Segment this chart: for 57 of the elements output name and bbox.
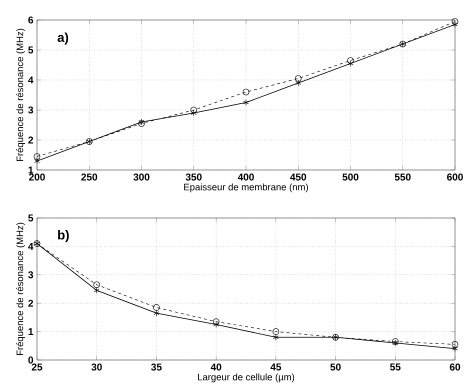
- point: [190, 110, 197, 116]
- point: [243, 99, 249, 106]
- x-tick-label: 600: [447, 174, 463, 181]
- x-tick-label: 60: [450, 364, 460, 371]
- y-tick-label: 1: [28, 328, 34, 336]
- x-tick-label: 45: [270, 364, 282, 370]
- point: [93, 281, 100, 288]
- y-tick-label: 2: [28, 300, 34, 307]
- point: [272, 328, 280, 335]
- point: [190, 106, 198, 114]
- y-tick-label: 0: [28, 356, 34, 364]
- y-tick-label: 3: [28, 106, 34, 114]
- y-tick-label: 2: [28, 136, 34, 144]
- y-tick-label: 1: [28, 166, 34, 174]
- annotation: b): [58, 230, 69, 242]
- x-tick-label: 550: [394, 174, 411, 181]
- point: [452, 21, 458, 28]
- point: [452, 18, 458, 25]
- y-tick-label: 5: [28, 214, 34, 222]
- point: [294, 75, 302, 82]
- y-tick-label: 4: [28, 76, 34, 84]
- x-tick-label: 300: [133, 174, 150, 181]
- x-tick-label: 40: [210, 364, 222, 371]
- point: [212, 318, 220, 325]
- x-tick-label: 500: [342, 174, 358, 181]
- y-tick-label: 4: [28, 242, 34, 250]
- x-tick-label: 200: [29, 174, 45, 181]
- point: [94, 287, 100, 294]
- point: [295, 80, 302, 86]
- x-tick-label: 450: [290, 174, 306, 181]
- point: [153, 304, 160, 311]
- x-tick-label: 350: [186, 174, 202, 181]
- point: [213, 321, 220, 328]
- y-axis-title: Fréquence de résonance (MHz): [16, 28, 26, 162]
- x-tick-label: 55: [390, 364, 401, 370]
- x-tick-label: 35: [151, 364, 162, 371]
- y-tick-label: 3: [28, 271, 34, 278]
- point: [452, 345, 458, 352]
- point: [242, 88, 250, 96]
- x-axis-title: Epaisseur de membrane (nm): [184, 183, 308, 192]
- point: [154, 310, 160, 316]
- y-tick-label: 5: [28, 46, 34, 54]
- x-tick-label: 400: [238, 174, 254, 181]
- point: [347, 57, 354, 64]
- point: [452, 341, 458, 348]
- annotation: a): [58, 32, 68, 45]
- x-tick-label: 250: [81, 174, 98, 181]
- x-tick-label: 50: [330, 364, 341, 371]
- x-tick-label: 25: [32, 364, 42, 371]
- x-tick-label: 30: [91, 364, 102, 371]
- y-tick-label: 6: [28, 16, 34, 24]
- y-axis-title: Fréquence de résonance (MHz): [16, 222, 26, 356]
- point: [34, 158, 40, 164]
- x-axis-title: Largeur de cellule (µm): [198, 373, 294, 382]
- point: [272, 334, 279, 341]
- point: [348, 60, 354, 67]
- point: [34, 153, 40, 160]
